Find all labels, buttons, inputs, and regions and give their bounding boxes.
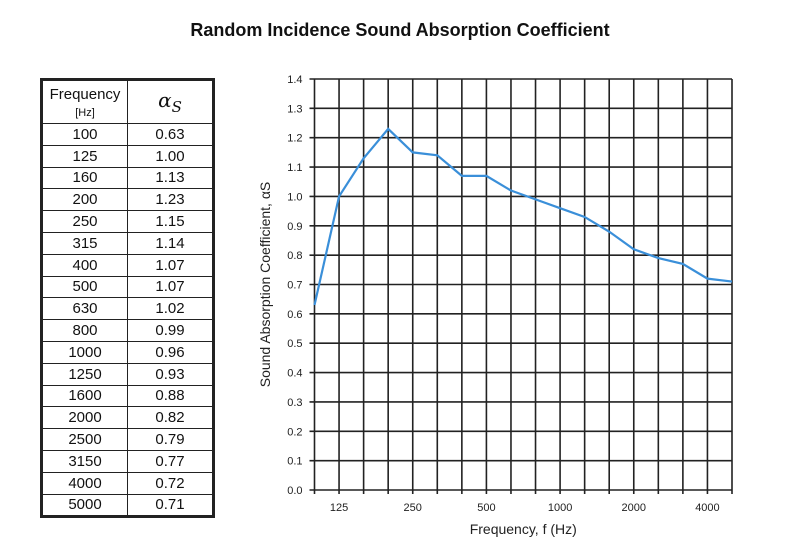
y-tick-label: 0.2 [287, 426, 302, 438]
y-tick-label: 0.4 [287, 368, 302, 380]
frequency-cell: 4000 [41, 471, 128, 495]
x-tick-label: 4000 [695, 502, 719, 514]
frequency-cell: 250 [41, 210, 128, 233]
y-tick-label: 0.1 [287, 456, 302, 468]
y-tick-label: 0.9 [287, 221, 302, 233]
y-axis-label: Sound Absorption Coefficient, αS [257, 182, 273, 388]
y-tick-label: 1.2 [287, 133, 302, 145]
x-tick-label: 2000 [622, 502, 646, 514]
alpha-cell: 1.14 [127, 231, 214, 255]
alpha-cell: 1.07 [127, 275, 214, 299]
y-tick-label: 0.3 [287, 397, 302, 409]
table-row: 315 1.14 [41, 231, 214, 255]
table-row: 1000 0.96 [41, 340, 214, 364]
alpha-cell: 1.02 [127, 297, 214, 321]
table-row: 3150 0.77 [41, 449, 214, 473]
y-tick-label: 1.4 [287, 74, 302, 86]
alpha-cell: 0.82 [127, 406, 214, 430]
alpha-cell: 1.00 [127, 144, 214, 168]
table-row: 2000 0.82 [41, 406, 214, 430]
table-row: 400 1.07 [41, 253, 214, 277]
header-alpha: αS [127, 79, 214, 124]
y-tick-label: 0.5 [287, 338, 302, 350]
frequency-cell: 1250 [41, 362, 128, 386]
x-tick-label: 1000 [548, 502, 572, 514]
table-row: 4000 0.72 [41, 471, 214, 495]
x-tick-label: 500 [477, 502, 495, 514]
table-row: 125 1.00 [41, 144, 214, 168]
frequency-cell: 5000 [41, 493, 128, 518]
y-tick-label: 1.3 [287, 103, 302, 115]
frequency-cell: 2000 [41, 406, 128, 430]
alpha-cell: 1.07 [127, 253, 214, 277]
alpha-cell: 0.63 [127, 123, 214, 146]
frequency-cell: 3150 [41, 449, 128, 473]
absorption-table: Frequency [Hz] αS 100 0.63 125 1.00 160 1.13 20… [40, 78, 215, 519]
table-row: 160 1.13 [41, 166, 214, 190]
table-row: 630 1.02 [41, 297, 214, 321]
y-tick-label: 0.0 [287, 485, 302, 497]
table-row: 100 0.63 [41, 123, 214, 146]
table-row: 800 0.99 [41, 319, 214, 342]
page-title: Random Incidence Sound Absorption Coeffi… [190, 20, 610, 40]
x-tick-label: 125 [330, 502, 348, 514]
table-row: 5000 0.71 [41, 493, 214, 518]
alpha-cell: 0.93 [127, 362, 214, 386]
y-tick-label: 1.1 [287, 162, 302, 174]
frequency-cell: 1600 [41, 384, 128, 408]
frequency-cell: 800 [41, 319, 128, 342]
alpha-cell: 0.72 [127, 471, 214, 495]
series-line [313, 127, 733, 306]
x-tick-label: 250 [404, 502, 422, 514]
y-tick-label: 1.0 [287, 191, 302, 203]
header-frequency: Frequency [Hz] [41, 79, 128, 124]
y-tick-label: 0.7 [287, 280, 302, 292]
alpha-cell: 0.71 [127, 493, 214, 518]
y-tick-label: 0.8 [287, 250, 302, 262]
x-axis-label: Frequency, f (Hz) [470, 521, 577, 537]
table-row: 1250 0.93 [41, 362, 214, 386]
frequency-cell: 630 [41, 297, 128, 321]
table-row: 1600 0.88 [41, 384, 214, 408]
table-row: 500 1.07 [41, 275, 214, 299]
y-tick-label: 0.6 [287, 309, 302, 321]
